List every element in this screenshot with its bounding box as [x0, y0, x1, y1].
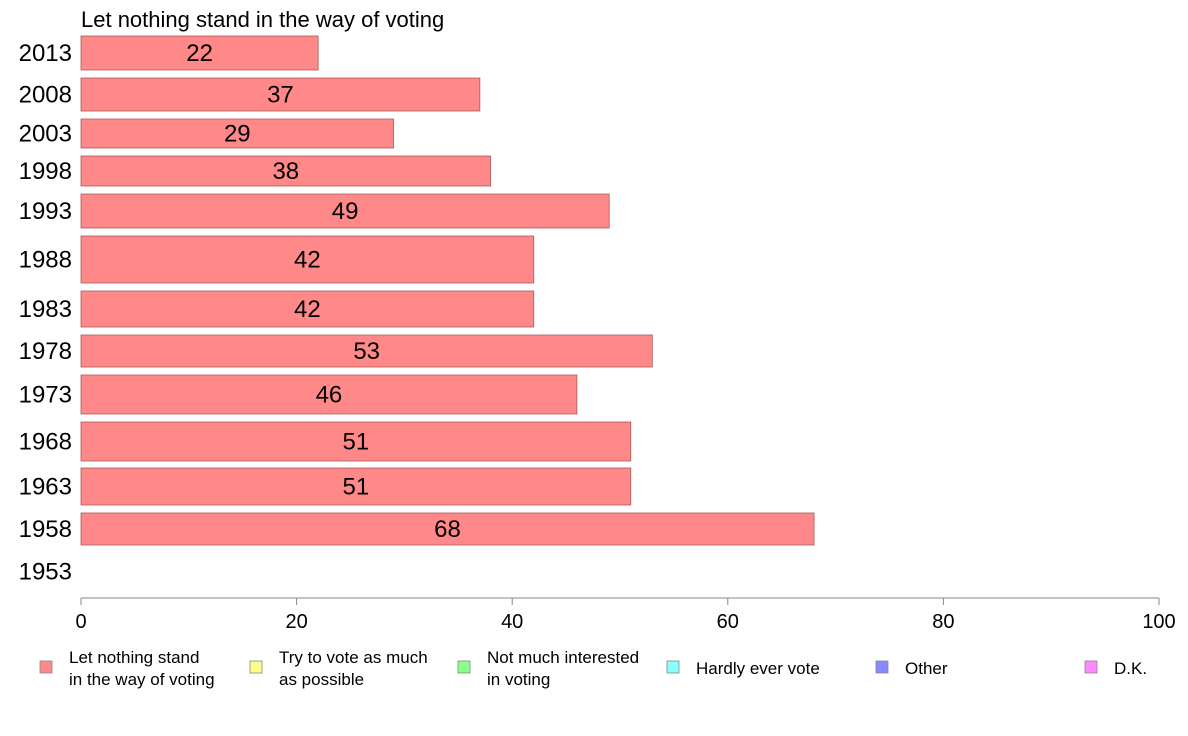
x-tick-label: 0	[75, 611, 86, 633]
bar	[80, 334, 653, 368]
legend-swatch	[1084, 660, 1098, 674]
bar	[80, 421, 632, 462]
legend-label: Not much interested	[487, 648, 639, 667]
bar	[80, 193, 610, 229]
chart-title: Let nothing stand in the way of voting	[81, 7, 444, 32]
x-tick-label: 80	[932, 611, 954, 633]
bar	[80, 512, 815, 546]
category-label: 2003	[19, 121, 72, 148]
legend-swatch	[666, 660, 680, 674]
bar	[80, 77, 481, 112]
bar-value-label: 68	[434, 516, 461, 543]
category-label: 2008	[19, 82, 72, 109]
category-label: 1993	[19, 198, 72, 225]
bar	[80, 155, 492, 187]
bar-value-label: 46	[316, 382, 343, 409]
category-label: 1978	[19, 338, 72, 365]
legend-swatch	[39, 660, 53, 674]
category-label: 1963	[19, 474, 72, 501]
legend: Let nothing stand in the way of voting Try…	[39, 648, 1147, 689]
category-labels: 2013 2008 2003 1998 1993 1988 1983 1978 1973 1968…	[19, 40, 72, 586]
category-label: 2013	[19, 40, 72, 67]
legend-label: Other	[905, 659, 948, 678]
legend-item: D.K.	[1084, 659, 1147, 678]
x-tick-label: 100	[1142, 611, 1175, 633]
legend-item: Try to vote as much as possible	[249, 648, 428, 689]
legend-label: Let nothing stand	[69, 648, 199, 667]
legend-label: as possible	[279, 670, 364, 689]
category-label: 1958	[19, 516, 72, 543]
x-tick-label: 20	[285, 611, 307, 633]
bar	[80, 467, 632, 506]
bar-value-label: 42	[294, 296, 321, 323]
legend-swatch	[249, 660, 263, 674]
legend-label: D.K.	[1114, 659, 1147, 678]
x-tick-label: 60	[717, 611, 739, 633]
bar-value-label: 42	[294, 247, 321, 274]
legend-label: in voting	[487, 670, 550, 689]
x-tick-label: 40	[501, 611, 523, 633]
bar-value-label: 22	[186, 40, 213, 67]
legend-item: Hardly ever vote	[666, 659, 820, 678]
category-label: 1983	[19, 296, 72, 323]
bar-value-label: 51	[343, 474, 370, 501]
x-axis: 0 20 40 60 80 100	[75, 597, 1176, 633]
bar	[80, 290, 535, 328]
category-label: 1953	[19, 559, 72, 586]
legend-item: Not much interested in voting	[457, 648, 639, 689]
legend-swatch	[457, 660, 471, 674]
bar-value-label: 38	[272, 158, 299, 185]
bar-value-label: 37	[267, 82, 294, 109]
bar	[80, 235, 535, 284]
bar-value-label: 29	[224, 121, 251, 148]
legend-swatch	[875, 660, 889, 674]
bar-value-label: 53	[353, 338, 380, 365]
category-label: 1998	[19, 158, 72, 185]
legend-item: Let nothing stand in the way of voting	[39, 648, 215, 689]
category-label: 1968	[19, 429, 72, 456]
category-label: 1973	[19, 382, 72, 409]
bar	[80, 35, 319, 71]
legend-label: Hardly ever vote	[696, 659, 820, 678]
bar-value-label: 51	[343, 429, 370, 456]
bar	[80, 374, 578, 415]
category-label: 1988	[19, 247, 72, 274]
bar	[80, 118, 395, 149]
legend-item: Other	[875, 659, 948, 678]
legend-label: Try to vote as much	[279, 648, 428, 667]
bar-value-label: 49	[332, 198, 359, 225]
legend-label: in the way of voting	[69, 670, 215, 689]
